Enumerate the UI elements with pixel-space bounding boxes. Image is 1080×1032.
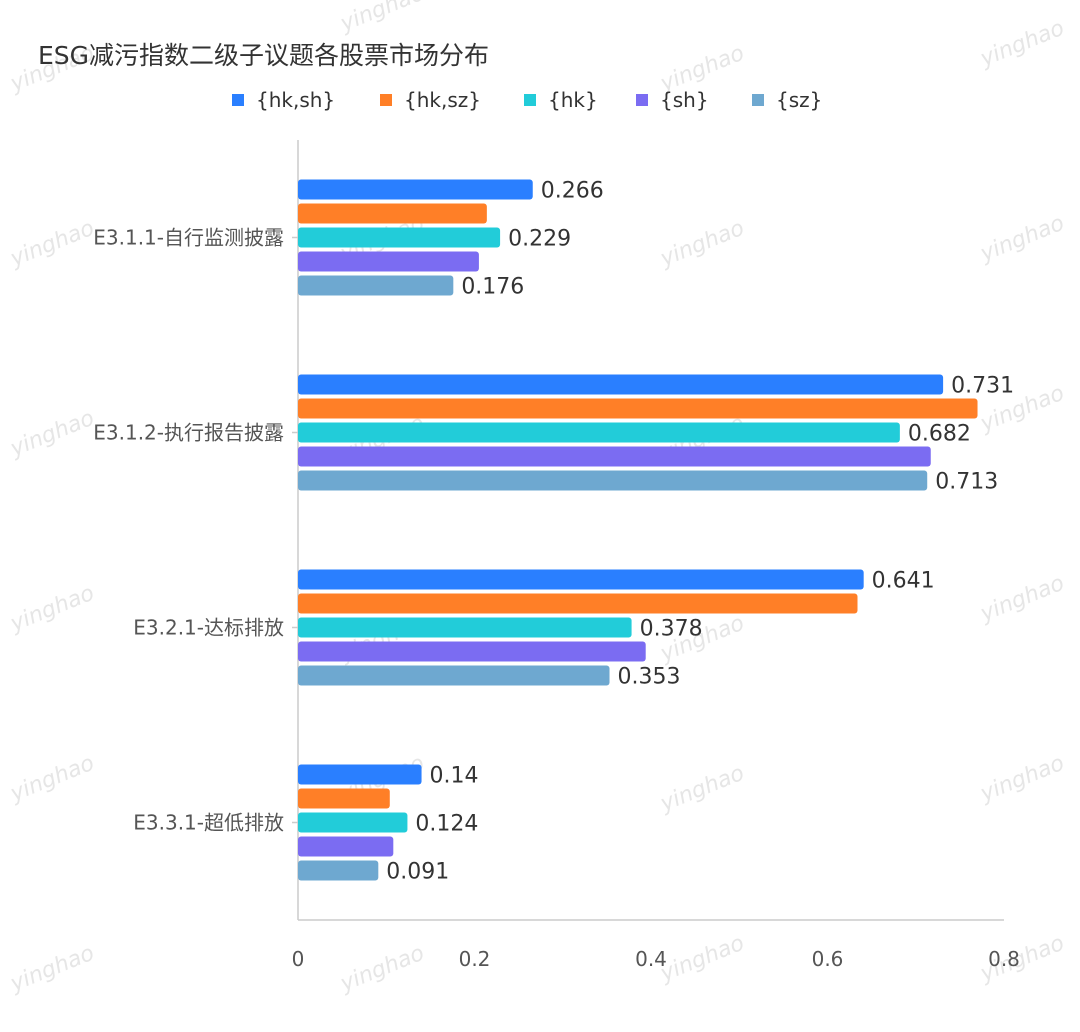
legend-label: {sz} <box>776 88 822 112</box>
bar <box>298 860 379 881</box>
watermark-text: yinghao <box>6 941 98 997</box>
legend-swatch <box>636 94 648 106</box>
category-label: E3.3.1-超低排放 <box>133 811 284 835</box>
x-tick-label: 0 <box>292 947 305 971</box>
bar <box>298 275 454 296</box>
watermark-text: yinghao <box>976 751 1068 807</box>
x-tick-label: 0.4 <box>635 947 667 971</box>
category-label: E3.2.1-达标排放 <box>133 616 284 640</box>
legend-label: {hk,sh} <box>256 88 335 112</box>
bar <box>298 203 487 224</box>
watermark-text: yinghao <box>6 751 98 807</box>
data-label: 0.266 <box>541 179 604 204</box>
bar <box>298 665 610 686</box>
bar <box>298 470 928 491</box>
data-label: 0.124 <box>415 812 478 837</box>
watermark-text: yinghao <box>6 581 98 637</box>
bar <box>298 569 864 590</box>
legend-label: {sh} <box>660 88 709 112</box>
data-label: 0.229 <box>508 227 571 252</box>
chart-title: ESG减污指数二级子议题各股票市场分布 <box>38 41 490 70</box>
bar <box>298 812 408 833</box>
legend-swatch <box>380 94 392 106</box>
x-tick-label: 0.2 <box>459 947 491 971</box>
watermark-text: yinghao <box>656 761 748 817</box>
legend-swatch <box>752 94 764 106</box>
watermark-text: yinghao <box>656 931 748 987</box>
data-label: 0.378 <box>640 617 703 642</box>
watermark-text: yinghao <box>976 16 1068 72</box>
bar <box>298 593 858 614</box>
bar <box>298 641 646 662</box>
watermark-text: yinghao <box>656 216 748 272</box>
bar <box>298 179 533 200</box>
bar <box>298 836 394 857</box>
bar <box>298 422 900 443</box>
bar <box>298 227 501 248</box>
data-label: 0.682 <box>908 422 971 447</box>
data-label: 0.14 <box>430 764 479 789</box>
legend-swatch <box>232 94 244 106</box>
data-label: 0.091 <box>386 860 449 885</box>
watermark-text: yinghao <box>976 211 1068 267</box>
data-label: 0.353 <box>618 665 681 690</box>
watermark-text: yinghao <box>6 406 98 462</box>
data-label: 0.731 <box>951 374 1014 399</box>
x-tick-label: 0.6 <box>812 947 844 971</box>
data-label: 0.713 <box>935 470 998 495</box>
bar <box>298 251 479 272</box>
data-label: 0.176 <box>461 275 524 300</box>
bar <box>298 446 931 467</box>
legend-label: {hk,sz} <box>404 88 481 112</box>
bar <box>298 764 422 785</box>
bar <box>298 374 944 395</box>
bar <box>298 617 632 638</box>
legend-label: {hk} <box>548 88 598 112</box>
x-tick-label: 0.8 <box>988 947 1020 971</box>
bar <box>298 398 978 419</box>
watermark-text: yinghao <box>976 571 1068 627</box>
category-label: E3.1.2-执行报告披露 <box>93 421 284 445</box>
bar <box>298 788 390 809</box>
category-label: E3.1.1-自行监测披露 <box>93 226 284 250</box>
legend-swatch <box>524 94 536 106</box>
watermark-text: yinghao <box>6 216 98 272</box>
data-label: 0.641 <box>872 569 935 594</box>
watermark-text: yinghao <box>336 0 428 37</box>
watermark-text: yinghao <box>336 941 428 997</box>
